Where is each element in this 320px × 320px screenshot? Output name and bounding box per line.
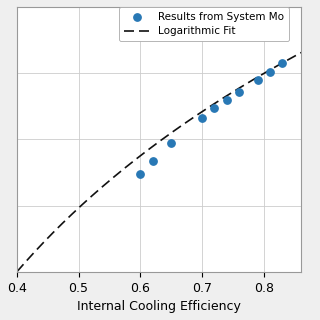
Results from System Mo	[267, 69, 272, 74]
Legend: Results from System Mo, Logarithmic Fit: Results from System Mo, Logarithmic Fit	[119, 7, 289, 41]
Logarithmic Fit	[311, 44, 315, 48]
X-axis label: Internal Cooling Efficiency: Internal Cooling Efficiency	[77, 300, 241, 313]
Results from System Mo	[138, 171, 143, 176]
Logarithmic Fit	[15, 270, 19, 274]
Results from System Mo	[212, 105, 217, 110]
Logarithmic Fit	[156, 141, 159, 145]
Line: Logarithmic Fit: Logarithmic Fit	[17, 46, 313, 272]
Logarithmic Fit	[304, 48, 308, 52]
Results from System Mo	[236, 89, 242, 94]
Results from System Mo	[280, 61, 285, 66]
Results from System Mo	[169, 140, 174, 145]
Logarithmic Fit	[191, 116, 195, 120]
Results from System Mo	[255, 77, 260, 82]
Logarithmic Fit	[157, 140, 161, 143]
Logarithmic Fit	[175, 127, 179, 131]
Results from System Mo	[199, 115, 204, 120]
Logarithmic Fit	[258, 74, 261, 78]
Results from System Mo	[224, 97, 229, 102]
Results from System Mo	[150, 158, 155, 163]
